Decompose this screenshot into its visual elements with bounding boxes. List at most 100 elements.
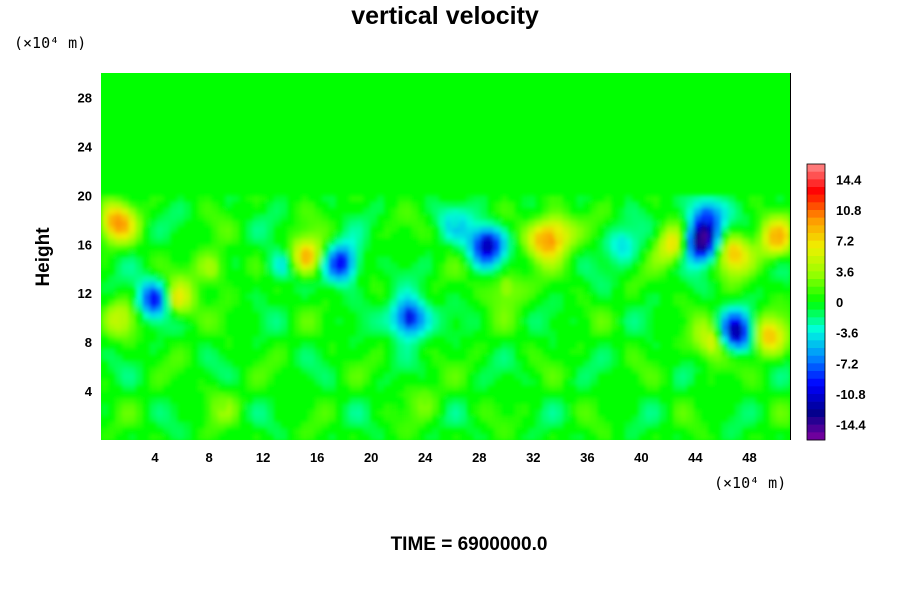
heatmap-cell (748, 244, 757, 252)
heatmap-cell (287, 238, 295, 245)
heatmap-cell (225, 232, 233, 239)
heatmap-cell (555, 403, 564, 411)
heatmap-cell (390, 281, 399, 288)
heatmap-cell (183, 311, 192, 319)
heatmap-cell (204, 207, 212, 215)
heatmap-cell (776, 299, 784, 307)
heatmap-cell (783, 305, 790, 313)
heatmap-cell (783, 378, 790, 386)
heatmap-cell (514, 232, 523, 239)
colorbar-segment (807, 171, 825, 180)
heatmap-cell (307, 225, 316, 233)
heatmap-cell (362, 409, 371, 417)
heatmap-cell (583, 219, 591, 227)
heatmap-cell (741, 281, 750, 288)
heatmap-cell (776, 195, 784, 203)
heatmap-cell (748, 268, 757, 276)
heatmap-cell (197, 274, 206, 282)
heatmap-cell (707, 317, 715, 325)
heatmap-cell (542, 378, 550, 386)
heatmap-cell (728, 360, 736, 368)
heatmap-cell (169, 219, 178, 227)
heatmap-cell (169, 201, 178, 209)
heatmap-cell (548, 225, 557, 233)
heatmap-cell (321, 268, 330, 276)
heatmap-cell (748, 366, 757, 374)
heatmap-cell (169, 207, 178, 215)
heatmap-cell (156, 232, 164, 239)
heatmap-cell (659, 225, 667, 233)
heatmap-cell (259, 213, 268, 221)
heatmap-cell (459, 213, 467, 221)
heatmap-cell (631, 317, 640, 325)
heatmap-cell (535, 250, 543, 258)
heatmap-cell (376, 317, 385, 325)
heatmap-cell (424, 225, 433, 233)
heatmap-cell (121, 232, 130, 239)
heatmap-cell (376, 409, 385, 417)
heatmap-cell (169, 225, 178, 233)
heatmap-cell (631, 360, 640, 368)
heatmap-cell (604, 433, 612, 440)
colorbar-segment (807, 401, 825, 410)
heatmap-cell (548, 256, 557, 264)
heatmap-cell (576, 238, 585, 245)
heatmap-cell (755, 384, 764, 392)
heatmap-cell (411, 299, 419, 307)
heatmap-cell (783, 250, 790, 258)
heatmap-cell (466, 232, 474, 239)
heatmap-cell (762, 354, 771, 362)
heatmap-cell (128, 250, 137, 258)
heatmap-cell (672, 372, 681, 380)
heatmap-cell (583, 299, 591, 307)
heatmap-cell (349, 360, 357, 368)
heatmap-feature (539, 231, 550, 250)
heatmap-cell (493, 268, 502, 276)
heatmap-cell (266, 366, 275, 374)
heatmap-cell (721, 323, 729, 331)
heatmap-cell (473, 238, 481, 245)
heatmap-cell (576, 403, 585, 411)
heatmap-cell (424, 232, 433, 239)
heatmap-cell (397, 329, 405, 337)
heatmap-cell (473, 219, 481, 227)
heatmap-cell (121, 366, 130, 374)
heatmap-cell (397, 195, 405, 203)
heatmap-cell (397, 348, 405, 356)
heatmap-cell (390, 293, 399, 301)
heatmap-cell (714, 317, 722, 325)
heatmap-cell (686, 372, 695, 380)
heatmap-cell (183, 287, 192, 294)
heatmap-cell (252, 342, 261, 349)
heatmap-cell (376, 427, 385, 435)
heatmap-cell (562, 415, 571, 423)
heatmap-cell (404, 207, 412, 215)
heatmap-cell (542, 317, 550, 325)
heatmap-cell (107, 317, 116, 325)
heatmap-cell (562, 403, 571, 411)
heatmap-cell (128, 213, 137, 221)
heatmap-cell (404, 427, 412, 435)
heatmap-feature (217, 394, 228, 413)
heatmap-cell (128, 299, 137, 307)
heatmap-cell (569, 348, 578, 356)
heatmap-cell (211, 281, 219, 288)
heatmap-cell (107, 305, 116, 313)
heatmap-cell (686, 238, 695, 245)
heatmap-cell (748, 305, 757, 313)
heatmap-cell (328, 201, 337, 209)
heatmap-cell (183, 421, 192, 429)
heatmap-cell (679, 421, 688, 429)
heatmap-cell (204, 427, 212, 435)
heatmap-cell (755, 225, 764, 233)
heatmap-cell (507, 433, 516, 440)
heatmap-cell (321, 403, 330, 411)
heatmap-cell (293, 433, 302, 440)
heatmap-cell (107, 427, 116, 435)
heatmap-cell (135, 219, 144, 227)
heatmap-cell (218, 317, 226, 325)
heatmap-cell (734, 305, 743, 313)
heatmap-cell (514, 415, 523, 423)
heatmap-cell (700, 354, 709, 362)
heatmap-cell (169, 323, 178, 331)
